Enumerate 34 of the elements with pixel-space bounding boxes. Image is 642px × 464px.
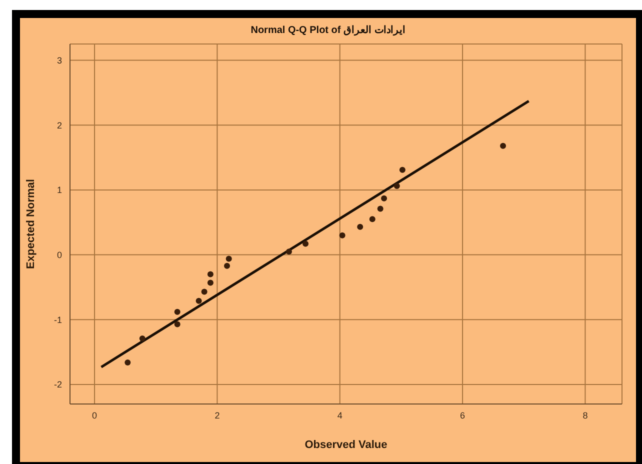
x-axis-title: Observed Value — [304, 439, 388, 451]
point — [339, 232, 346, 238]
point — [286, 248, 292, 255]
y-tick-label: 1 — [56, 185, 62, 196]
x-tick-label: 2 — [214, 410, 220, 420]
point — [207, 280, 214, 286]
point — [369, 216, 376, 222]
x-tick-label: 0 — [92, 410, 98, 420]
x-tick-label: 6 — [460, 410, 466, 420]
point — [226, 256, 232, 262]
point — [377, 206, 384, 212]
point — [381, 195, 388, 202]
point — [357, 224, 364, 230]
y-tick-label: -1 — [54, 314, 62, 325]
y-tick-label: 2 — [56, 120, 62, 130]
point — [500, 142, 506, 149]
x-tick-label: 8 — [582, 410, 588, 420]
point — [196, 298, 202, 304]
y-axis-title: Expected Normal — [24, 179, 37, 269]
point — [174, 308, 180, 315]
point — [174, 321, 180, 328]
point — [399, 166, 406, 173]
point — [201, 288, 208, 295]
y-tick-label: 0 — [56, 250, 62, 260]
point — [394, 183, 400, 190]
y-tick-label: -2 — [54, 380, 62, 390]
x-tick-label: 4 — [337, 410, 342, 420]
point — [224, 262, 230, 269]
point — [302, 240, 309, 247]
point — [139, 335, 146, 342]
point — [124, 359, 131, 366]
chart-title: Normal Q-Q Plot of ايرادات العراق — [250, 24, 406, 36]
point — [207, 271, 214, 278]
y-tick-label: 3 — [56, 55, 62, 66]
